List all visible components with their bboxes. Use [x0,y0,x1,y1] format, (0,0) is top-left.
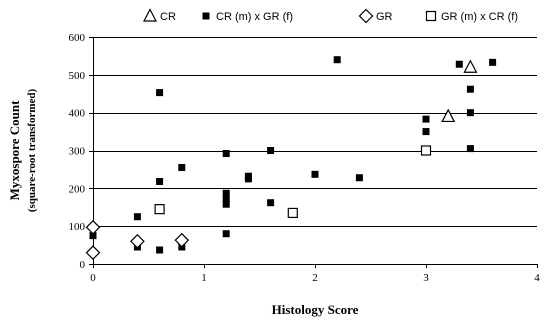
x-tick-label: 3 [423,272,429,284]
data-point [287,207,298,219]
x-tick-label: 0 [90,272,96,284]
data-point [355,174,363,182]
data-point [463,59,478,73]
data-point [466,85,474,93]
data-point [267,199,275,207]
x-tick-label: 2 [312,272,318,284]
legend: CR CR (m) x GR (f) GR GR (m) x CR (f) [143,8,518,24]
data-point [130,233,145,249]
x-axis-title: Histology Score [272,302,359,317]
legend-label: CR [160,11,176,23]
legend-marker [358,8,374,24]
series-1 [89,56,497,254]
data-point [156,178,164,186]
series-2 [85,219,190,260]
data-point [244,175,252,183]
data-point [156,246,164,254]
x-tick-label: 1 [201,272,207,284]
y-tick-label: 600 [69,32,86,44]
y-tick-label: 0 [80,259,86,271]
y-tick-label: 100 [69,221,86,233]
data-points [85,56,497,260]
data-point [222,189,230,197]
data-point [222,150,230,158]
legend-marker [425,10,437,22]
data-point [85,219,101,235]
data-point [422,115,430,123]
data-point [267,147,275,154]
data-point [154,204,165,215]
data-point [420,145,432,156]
data-point [222,230,230,238]
legend-label: CR (m) x GR (f) [216,11,293,23]
x-tick-label: 4 [534,272,540,284]
gridlines [93,37,537,227]
data-point [466,109,474,117]
data-point [133,213,141,221]
data-point [422,128,430,136]
data-point [89,232,97,240]
y-axis-subtitle: (square-root transformed) [26,89,38,213]
y-axis-title: Myxospore Count [7,100,22,200]
data-point [466,145,474,153]
data-point [489,58,497,66]
legend-label: GR (m) x CR (f) [441,11,518,23]
series-0 [441,59,478,123]
y-tick-label: 300 [69,146,86,158]
data-point [333,56,341,64]
tick-labels: 0 100 200 300 400 500 600 0 1 2 3 4 [69,32,541,284]
data-point [178,164,186,172]
legend-marker [143,8,157,22]
data-point [222,195,230,203]
data-point [174,232,190,248]
y-tick-label: 400 [69,108,86,120]
data-point [156,89,164,97]
y-tick-label: 500 [69,70,86,82]
legend-marker [202,12,210,20]
data-point [311,170,319,178]
data-point [455,60,463,68]
series-3 [154,145,432,219]
data-point [85,245,101,260]
data-point [222,200,230,208]
data-point [441,108,456,123]
y-tick-label: 200 [69,183,86,195]
legend-label: GR [376,11,393,23]
